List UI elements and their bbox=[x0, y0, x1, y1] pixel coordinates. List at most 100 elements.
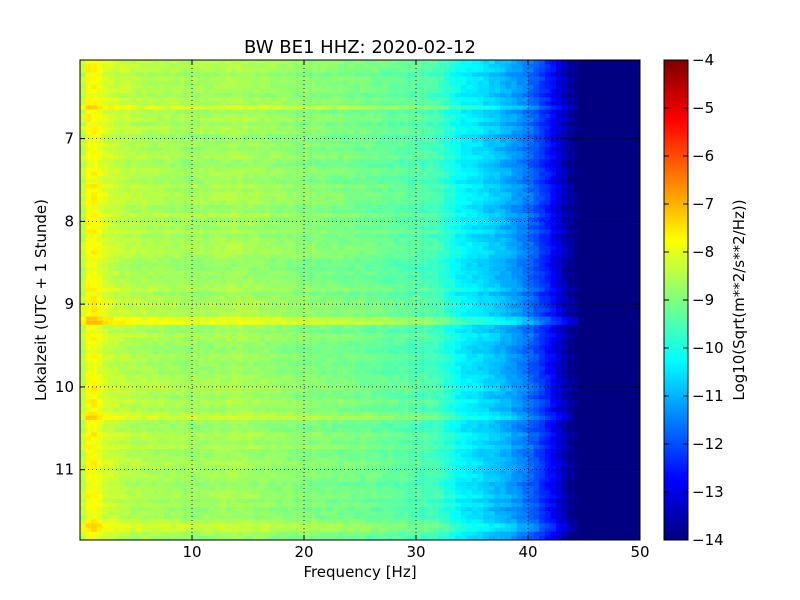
heatmap-cell bbox=[220, 171, 227, 177]
heatmap-cell bbox=[264, 88, 271, 94]
heatmap-cell bbox=[623, 134, 630, 140]
heatmap-cell bbox=[628, 80, 635, 86]
heatmap-cell bbox=[180, 229, 187, 235]
heatmap-cell bbox=[561, 246, 568, 251]
heatmap-cell bbox=[421, 146, 428, 152]
heatmap-cell bbox=[572, 254, 579, 260]
heatmap-cell bbox=[449, 229, 456, 235]
heatmap-cell bbox=[147, 242, 154, 247]
heatmap-cell bbox=[197, 217, 204, 222]
heatmap-cell bbox=[259, 188, 266, 194]
heatmap-cell bbox=[432, 84, 439, 90]
heatmap-cell bbox=[169, 250, 176, 256]
heatmap-cell bbox=[136, 233, 143, 239]
heatmap-cell bbox=[505, 97, 512, 102]
heatmap-cell bbox=[248, 146, 255, 152]
heatmap-cell bbox=[444, 242, 451, 247]
heatmap-cell bbox=[304, 180, 311, 185]
heatmap-cell bbox=[584, 88, 591, 94]
heatmap-cell bbox=[304, 130, 311, 136]
heatmap-cell bbox=[595, 126, 602, 131]
heatmap-cell bbox=[169, 159, 176, 165]
heatmap-cell bbox=[80, 146, 87, 152]
heatmap-cell bbox=[276, 80, 283, 86]
heatmap-cell bbox=[225, 258, 232, 264]
heatmap-cell bbox=[488, 72, 495, 78]
heatmap-cell bbox=[371, 192, 378, 198]
heatmap-cell bbox=[488, 130, 495, 136]
heatmap-cell bbox=[225, 76, 232, 82]
heatmap-cell bbox=[315, 213, 322, 218]
heatmap-cell bbox=[236, 175, 243, 181]
heatmap-cell bbox=[214, 97, 221, 102]
heatmap-cell bbox=[388, 204, 395, 210]
heatmap-cell bbox=[85, 122, 92, 127]
heatmap-cell bbox=[203, 175, 210, 181]
heatmap-cell bbox=[248, 196, 255, 202]
heatmap-cell bbox=[544, 134, 551, 140]
heatmap-cell bbox=[214, 84, 221, 90]
heatmap-cell bbox=[309, 188, 316, 194]
heatmap-cell bbox=[432, 196, 439, 202]
heatmap-cell bbox=[589, 117, 596, 123]
heatmap-cell bbox=[449, 208, 456, 214]
heatmap-cell bbox=[102, 254, 109, 260]
heatmap-cell bbox=[180, 213, 187, 218]
heatmap-cell bbox=[438, 130, 445, 136]
heatmap-cell bbox=[337, 213, 344, 218]
heatmap-cell bbox=[578, 122, 585, 127]
heatmap-cell bbox=[287, 134, 294, 140]
heatmap-cell bbox=[158, 225, 165, 231]
heatmap-cell bbox=[320, 217, 327, 222]
heatmap-cell bbox=[505, 142, 512, 148]
heatmap-cell bbox=[371, 184, 378, 189]
heatmap-cell bbox=[253, 254, 260, 260]
heatmap-cell bbox=[270, 192, 277, 198]
heatmap-cell bbox=[516, 167, 523, 173]
heatmap-cell bbox=[522, 142, 529, 148]
heatmap-cell bbox=[169, 184, 176, 189]
heatmap-cell bbox=[326, 163, 333, 169]
heatmap-cell bbox=[85, 76, 92, 82]
heatmap-cell bbox=[220, 175, 227, 181]
heatmap-cell bbox=[253, 138, 260, 144]
heatmap-cell bbox=[628, 184, 635, 189]
heatmap-cell bbox=[360, 175, 367, 181]
heatmap-cell bbox=[494, 134, 501, 140]
heatmap-cell bbox=[208, 217, 215, 222]
heatmap-cell bbox=[606, 72, 613, 78]
heatmap-cell bbox=[326, 80, 333, 86]
heatmap-cell bbox=[628, 117, 635, 123]
heatmap-cell bbox=[416, 105, 423, 111]
heatmap-cell bbox=[444, 76, 451, 82]
heatmap-cell bbox=[270, 163, 277, 169]
heatmap-cell bbox=[421, 213, 428, 218]
heatmap-cell bbox=[589, 221, 596, 227]
heatmap-cell bbox=[152, 196, 159, 202]
heatmap-cell bbox=[276, 60, 283, 65]
heatmap-cell bbox=[432, 237, 439, 243]
heatmap-cell bbox=[102, 109, 109, 115]
heatmap-cell bbox=[567, 175, 574, 181]
heatmap-cell bbox=[460, 213, 467, 218]
heatmap-cell bbox=[511, 221, 518, 227]
heatmap-cell bbox=[164, 204, 171, 210]
heatmap-cell bbox=[287, 229, 294, 235]
heatmap-cell bbox=[561, 171, 568, 177]
heatmap-cell bbox=[197, 109, 204, 115]
heatmap-cell bbox=[197, 101, 204, 107]
heatmap-cell bbox=[197, 76, 204, 82]
heatmap-cell bbox=[147, 217, 154, 222]
heatmap-cell bbox=[225, 151, 232, 156]
heatmap-cell bbox=[488, 262, 495, 268]
heatmap-cell bbox=[192, 126, 199, 131]
heatmap-cell bbox=[180, 72, 187, 78]
heatmap-cell bbox=[220, 204, 227, 210]
heatmap-cell bbox=[393, 237, 400, 243]
heatmap-cell bbox=[85, 146, 92, 152]
heatmap-cell bbox=[281, 101, 288, 107]
heatmap-cell bbox=[152, 242, 159, 247]
heatmap-cell bbox=[589, 213, 596, 218]
heatmap-cell bbox=[124, 122, 131, 127]
heatmap-cell bbox=[595, 254, 602, 260]
